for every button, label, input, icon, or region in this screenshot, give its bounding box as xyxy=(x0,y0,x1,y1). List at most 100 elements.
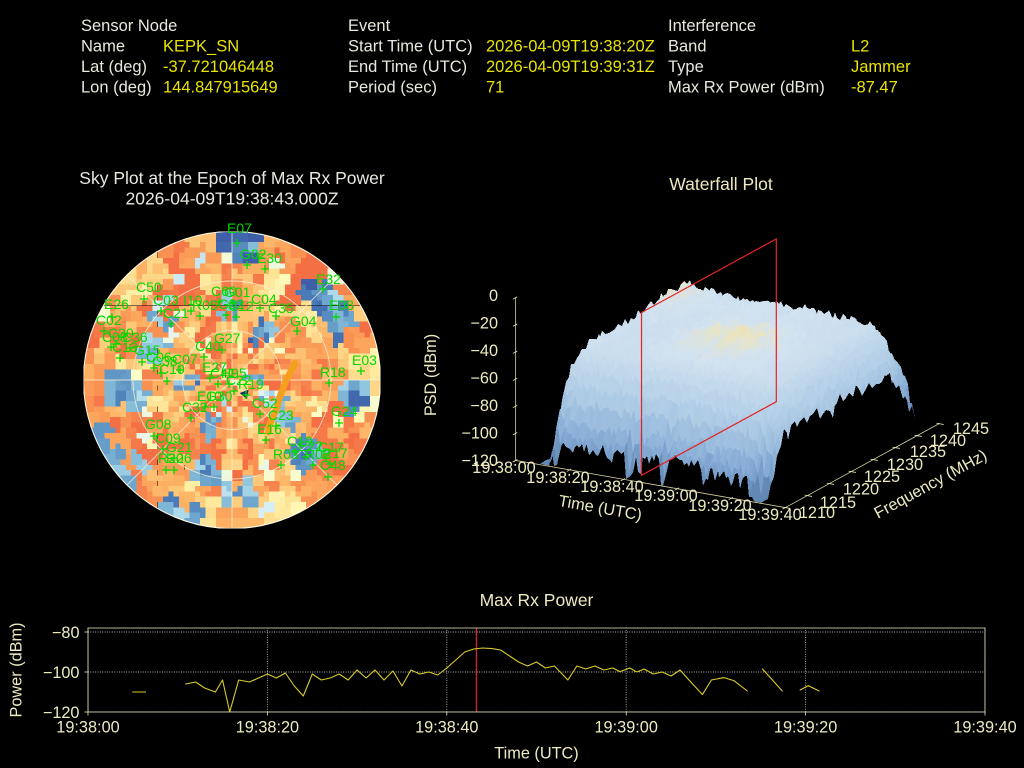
svg-text:Max Rx Power: Max Rx Power xyxy=(480,590,594,610)
svg-text:C40: C40 xyxy=(195,338,221,354)
svg-text:19:39:40: 19:39:40 xyxy=(738,506,801,524)
svg-text:19:39:20: 19:39:20 xyxy=(688,497,751,515)
svg-text:19:38:40: 19:38:40 xyxy=(580,478,643,496)
svg-text:C50: C50 xyxy=(136,279,162,295)
svg-text:C21: C21 xyxy=(163,305,189,321)
svg-text:G24: G24 xyxy=(331,403,358,419)
svg-text:1215: 1215 xyxy=(820,494,856,512)
svg-text:Interference: Interference xyxy=(668,17,756,35)
svg-text:G08: G08 xyxy=(145,416,172,432)
svg-text:19:39:00: 19:39:00 xyxy=(595,718,658,736)
svg-text:C41: C41 xyxy=(210,365,236,381)
svg-text:E16: E16 xyxy=(257,421,282,437)
svg-text:−120: −120 xyxy=(461,452,498,470)
svg-text:Time (UTC): Time (UTC) xyxy=(494,745,578,763)
svg-text:R03: R03 xyxy=(273,446,299,462)
svg-text:C04: C04 xyxy=(251,291,277,307)
svg-text:E03: E03 xyxy=(352,352,377,368)
svg-text:Power (dBm): Power (dBm) xyxy=(7,623,25,718)
svg-text:G01: G01 xyxy=(224,284,251,300)
svg-text:G15: G15 xyxy=(134,342,161,358)
svg-text:2026-04-09T19:38:20Z: 2026-04-09T19:38:20Z xyxy=(486,38,655,56)
svg-text:C02: C02 xyxy=(96,312,122,328)
svg-text:R26: R26 xyxy=(166,450,192,466)
svg-text:Band: Band xyxy=(668,38,707,56)
svg-text:E08: E08 xyxy=(329,297,354,313)
svg-text:19:39:00: 19:39:00 xyxy=(634,487,697,505)
svg-text:Jammer: Jammer xyxy=(851,58,911,76)
svg-text:End Time (UTC): End Time (UTC) xyxy=(348,58,467,76)
svg-text:-37.721046448: -37.721046448 xyxy=(163,58,274,76)
svg-text:144.847915649: 144.847915649 xyxy=(163,79,278,97)
svg-text:C48: C48 xyxy=(320,457,346,473)
svg-text:71: 71 xyxy=(486,79,504,97)
svg-text:E07: E07 xyxy=(227,220,252,236)
svg-text:C52: C52 xyxy=(252,395,278,411)
svg-text:H95: H95 xyxy=(221,365,247,381)
svg-text:−100: −100 xyxy=(43,664,80,682)
svg-text:−20: −20 xyxy=(470,315,498,333)
svg-text:1225: 1225 xyxy=(864,468,900,486)
svg-text:Max Rx Power (dBm): Max Rx Power (dBm) xyxy=(668,79,825,97)
svg-text:C38: C38 xyxy=(152,353,178,369)
svg-text:PSD (dBm): PSD (dBm) xyxy=(422,334,440,416)
svg-text:19:38:00: 19:38:00 xyxy=(56,718,119,736)
svg-text:C08: C08 xyxy=(102,329,128,345)
svg-text:19:38:20: 19:38:20 xyxy=(526,469,589,487)
svg-text:−120: −120 xyxy=(43,704,80,722)
svg-text:G30: G30 xyxy=(206,388,233,404)
svg-text:Lat (deg): Lat (deg) xyxy=(81,58,147,76)
svg-text:19:39:40: 19:39:40 xyxy=(953,718,1016,736)
svg-text:KEPK_SN: KEPK_SN xyxy=(163,38,239,56)
svg-text:2026-04-09T19:39:31Z: 2026-04-09T19:39:31Z xyxy=(486,58,655,76)
svg-text:E22: E22 xyxy=(298,438,323,454)
svg-text:R20: R20 xyxy=(158,450,184,466)
svg-text:C30: C30 xyxy=(108,325,134,341)
svg-text:C09: C09 xyxy=(155,430,181,446)
svg-text:1220: 1220 xyxy=(843,481,879,499)
svg-text:−80: −80 xyxy=(470,397,498,415)
svg-text:Lon (deg): Lon (deg) xyxy=(81,79,152,97)
svg-text:2026-04-09T19:38:43.000Z: 2026-04-09T19:38:43.000Z xyxy=(125,189,338,209)
svg-text:L2: L2 xyxy=(851,38,869,56)
svg-text:C32: C32 xyxy=(182,399,208,415)
svg-text:C03: C03 xyxy=(153,292,179,308)
svg-text:1245: 1245 xyxy=(953,420,989,438)
svg-text:C06: C06 xyxy=(146,349,172,365)
svg-text:19:38:40: 19:38:40 xyxy=(415,718,478,736)
svg-text:C36: C36 xyxy=(122,329,148,345)
svg-text:E27: E27 xyxy=(202,359,227,375)
svg-text:E30: E30 xyxy=(257,250,282,266)
svg-text:1230: 1230 xyxy=(887,456,923,474)
svg-text:G21: G21 xyxy=(166,439,193,455)
svg-text:E10: E10 xyxy=(197,388,222,404)
svg-text:R05: R05 xyxy=(192,297,218,313)
svg-text:Sensor Node: Sensor Node xyxy=(81,17,177,35)
svg-text:C13: C13 xyxy=(112,339,138,355)
svg-text:G27: G27 xyxy=(214,330,241,346)
svg-text:0: 0 xyxy=(489,287,498,305)
svg-text:1210: 1210 xyxy=(799,504,835,522)
svg-text:19:38:20: 19:38:20 xyxy=(236,718,299,736)
svg-text:G32: G32 xyxy=(218,296,245,312)
svg-text:C10: C10 xyxy=(159,361,185,377)
svg-text:−80: −80 xyxy=(52,624,80,642)
svg-text:C60: C60 xyxy=(211,283,237,299)
svg-text:−40: −40 xyxy=(470,342,498,360)
svg-text:Period (sec): Period (sec) xyxy=(348,79,437,97)
svg-text:−60: −60 xyxy=(470,370,498,388)
svg-text:Waterfall Plot: Waterfall Plot xyxy=(669,174,773,194)
svg-text:E26: E26 xyxy=(104,296,129,312)
svg-text:E32: E32 xyxy=(316,271,341,287)
svg-text:C19: C19 xyxy=(287,433,313,449)
svg-text:C35: C35 xyxy=(268,300,294,316)
svg-text:R17: R17 xyxy=(322,445,348,461)
svg-text:19:39:20: 19:39:20 xyxy=(774,718,837,736)
svg-text:G04: G04 xyxy=(290,313,317,329)
svg-text:1235: 1235 xyxy=(910,443,946,461)
svg-text:C07: C07 xyxy=(172,351,198,367)
svg-text:C22: C22 xyxy=(226,372,252,388)
svg-text:C23: C23 xyxy=(268,407,294,423)
svg-text:1240: 1240 xyxy=(930,432,966,450)
svg-text:R18: R18 xyxy=(320,364,346,380)
